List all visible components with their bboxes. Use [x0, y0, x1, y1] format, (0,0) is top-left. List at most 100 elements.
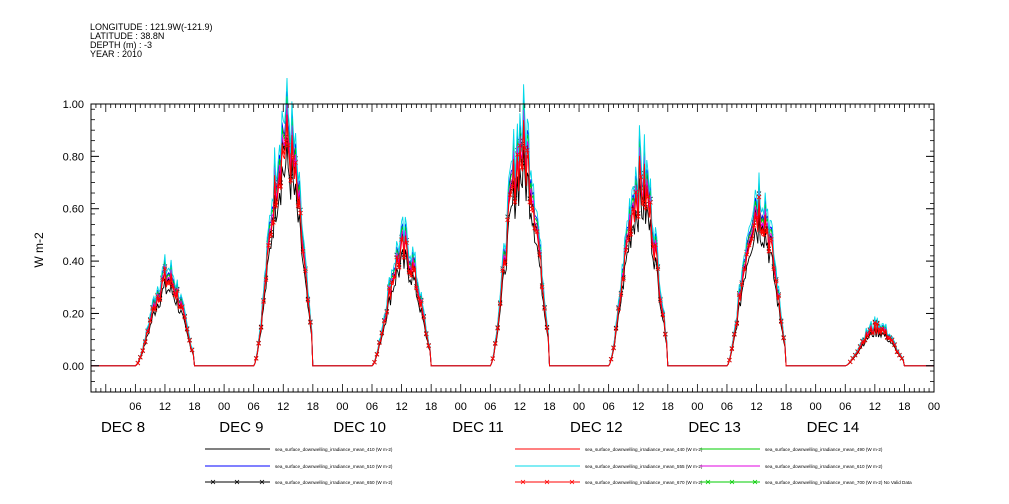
x-day-label: DEC 13	[688, 419, 741, 436]
data-point	[374, 352, 380, 357]
legend-entry: sea_surface_downwelling_irradiance_mean_…	[205, 479, 393, 485]
data-point	[766, 248, 772, 254]
x-hour-tick-label: 06	[248, 401, 260, 413]
data-point	[288, 177, 293, 183]
x-hour-tick-label: 12	[869, 401, 881, 413]
data-point	[512, 199, 518, 205]
plot-frame	[90, 103, 935, 393]
data-point	[421, 314, 427, 320]
data-point	[303, 268, 308, 273]
data-point	[389, 279, 395, 285]
data-point	[278, 184, 284, 189]
data-point	[532, 225, 537, 231]
legend: sea_surface_downwelling_irradiance_mean_…	[205, 447, 912, 485]
x-hour-tick-label: 12	[395, 401, 407, 413]
data-point	[145, 329, 150, 334]
data-point	[769, 236, 774, 242]
legend-label: sea_surface_downwelling_irradiance_mean_…	[275, 464, 393, 469]
data-point	[263, 277, 269, 282]
data-point	[295, 203, 301, 208]
data-point	[855, 349, 860, 355]
legend-marker	[210, 479, 216, 485]
data-point	[500, 268, 505, 273]
data-point	[773, 278, 779, 284]
data-point	[495, 326, 500, 331]
data-point	[507, 192, 513, 198]
data-point	[285, 142, 291, 148]
data-point	[778, 319, 784, 325]
legend-label: sea_surface_downwelling_irradiance_mean_…	[275, 447, 393, 452]
legend-marker	[752, 479, 758, 485]
data-point	[544, 325, 550, 331]
data-point	[187, 338, 192, 343]
data-point	[761, 231, 767, 237]
x-hour-tick-label: 06	[603, 401, 615, 413]
header-year: YEAR : 2010	[90, 49, 143, 59]
data-point	[875, 321, 880, 327]
data-point	[293, 160, 298, 165]
data-point	[645, 194, 651, 200]
data-point	[152, 307, 158, 312]
data-point	[608, 356, 614, 362]
data-point	[630, 206, 636, 212]
data-point	[258, 325, 264, 330]
data-point	[517, 143, 523, 148]
data-point	[897, 352, 902, 358]
data-point	[492, 341, 498, 346]
legend-entry: sea_surface_downwelling_irradiance_mean_…	[700, 464, 883, 469]
data-point	[857, 344, 863, 350]
legend-entry: sea_surface_downwelling_irradiance_mean_…	[515, 479, 703, 485]
data-point	[140, 348, 146, 354]
data-point	[892, 342, 897, 348]
data-point	[283, 139, 289, 144]
data-point	[618, 292, 624, 297]
x-hour-tick-label: 18	[780, 401, 792, 413]
data-point	[290, 155, 296, 160]
data-point	[172, 292, 178, 297]
legend-label: sea_surface_downwelling_irradiance_mean_…	[585, 464, 703, 469]
data-point	[520, 164, 525, 170]
data-point	[865, 333, 870, 339]
data-point	[640, 200, 646, 205]
data-point	[862, 337, 868, 343]
legend-label: sea_surface_downwelling_irradiance_mean_…	[765, 447, 883, 452]
data-point	[534, 229, 540, 234]
legend-marker	[544, 479, 550, 485]
axis-layer: 0.00 0.20 0.40 0.60 0.80 1.00 06 12 18 00 06 12 18 00…	[63, 99, 941, 436]
series-line	[91, 77, 934, 367]
x-day-label: DEC 8	[101, 419, 145, 436]
data-point	[650, 244, 656, 249]
x-hour-tick-label: 12	[277, 401, 289, 413]
data-point	[734, 321, 740, 326]
x-hour-tick-label: 18	[307, 401, 319, 413]
data-point	[399, 237, 404, 242]
x-hour-tick-label: 12	[514, 401, 526, 413]
data-point	[142, 339, 148, 345]
x-day-label: DEC 10	[333, 419, 386, 436]
data-point	[256, 341, 261, 346]
data-point	[273, 203, 279, 208]
x-hour-tick-label: 18	[662, 401, 674, 413]
data-point	[510, 184, 515, 189]
data-point	[155, 294, 160, 299]
x-day-label: DEC 12	[570, 419, 623, 436]
data-point	[744, 251, 749, 257]
data-point	[655, 266, 661, 271]
y-tick-label: 0.20	[63, 308, 84, 320]
legend-marker	[259, 479, 265, 485]
data-point	[529, 206, 535, 212]
data-point	[414, 285, 419, 291]
data-point	[870, 330, 875, 336]
legend-label: sea_surface_downwelling_irradiance_mean_…	[585, 447, 703, 452]
data-point	[391, 274, 397, 280]
x-hour-tick-label: 00	[218, 401, 230, 413]
x-hour-tick-label: 18	[188, 401, 200, 413]
data-point	[377, 340, 382, 345]
data-point	[182, 314, 187, 320]
y-tick-label: 1.00	[63, 99, 84, 111]
x-hour-tick-label: 06	[129, 401, 141, 413]
data-point	[894, 349, 900, 355]
data-point	[150, 306, 155, 311]
series-4	[91, 77, 934, 367]
y-axis-label: W m-2	[32, 232, 46, 268]
